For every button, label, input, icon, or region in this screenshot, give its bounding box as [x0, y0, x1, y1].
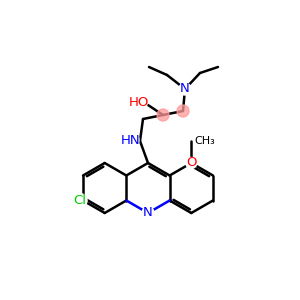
Circle shape [179, 83, 191, 95]
Circle shape [177, 105, 189, 117]
Text: CH₃: CH₃ [194, 136, 215, 146]
Text: N: N [143, 206, 153, 220]
Circle shape [142, 207, 154, 219]
Text: N: N [180, 82, 190, 95]
Circle shape [123, 132, 139, 148]
Circle shape [131, 95, 147, 111]
Text: Cl: Cl [74, 194, 86, 207]
Text: O: O [186, 157, 196, 169]
Circle shape [157, 109, 169, 121]
Text: HN: HN [121, 134, 141, 146]
Circle shape [186, 158, 197, 169]
Text: HO: HO [129, 97, 149, 110]
Circle shape [73, 194, 87, 208]
